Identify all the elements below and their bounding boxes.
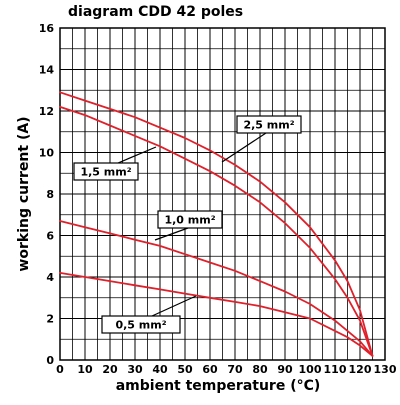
- y-tick-label: 2: [46, 313, 54, 326]
- series-callouts: 2,5 mm² 1,5 mm² 1,0 mm² 0,5 mm²: [73, 115, 302, 334]
- x-tick-label: 10: [77, 363, 93, 376]
- grid: [59, 27, 386, 361]
- callout-leader-line: [117, 146, 157, 164]
- y-tick-label: 0: [46, 354, 54, 367]
- series-label: 0,5 mm²: [115, 319, 166, 332]
- series-line: [59, 271, 374, 357]
- x-tick-label: 40: [152, 363, 168, 376]
- x-axis-title: ambient temperature (°C): [116, 378, 321, 394]
- y-tick-label: 4: [46, 271, 54, 284]
- series-line: [59, 220, 374, 357]
- y-tick-label: 8: [46, 188, 54, 201]
- callout-box: [157, 210, 223, 229]
- x-tick-label: 20: [102, 363, 118, 376]
- x-tick-label: 30: [127, 363, 143, 376]
- series-line: [59, 91, 374, 357]
- y-tick-label: 16: [39, 22, 55, 35]
- y-tick-label: 10: [39, 147, 55, 160]
- y-axis-title: working current (A): [16, 116, 32, 271]
- series-label: 1,0 mm²: [164, 214, 215, 227]
- callout-leader-line: [154, 227, 189, 241]
- x-tick-label: 130: [374, 363, 397, 376]
- callout-box: [73, 162, 139, 181]
- x-tick-label: 0: [56, 363, 64, 376]
- series-line: [59, 106, 374, 357]
- x-tick-label: 80: [252, 363, 268, 376]
- x-tick-label: 90: [277, 363, 293, 376]
- x-tick-label: 120: [349, 363, 372, 376]
- y-tick-label: 14: [39, 64, 55, 77]
- callout-box: [236, 115, 302, 134]
- plot-frame: [59, 27, 386, 361]
- x-tick-label: 60: [202, 363, 218, 376]
- chart-title: diagram CDD 42 poles: [68, 4, 243, 20]
- y-tick-label: 6: [46, 230, 54, 243]
- x-tick-label: 70: [227, 363, 243, 376]
- callout-box: [101, 315, 181, 334]
- callout-leader-line: [151, 295, 197, 317]
- callout-leader-line: [221, 132, 267, 163]
- x-tick-label: 100: [299, 363, 322, 376]
- series-label: 1,5 mm²: [80, 166, 131, 179]
- series-label: 2,5 mm²: [243, 119, 294, 132]
- y-tick-label: 12: [39, 105, 54, 118]
- x-tick-label: 50: [177, 363, 193, 376]
- x-tick-label: 110: [324, 363, 347, 376]
- series-lines: [59, 91, 374, 357]
- tick-labels: 0 10 20 30 40 50 60 70 80 90 100 110 120 130 0 2 4 6 8 10 12…: [39, 22, 397, 376]
